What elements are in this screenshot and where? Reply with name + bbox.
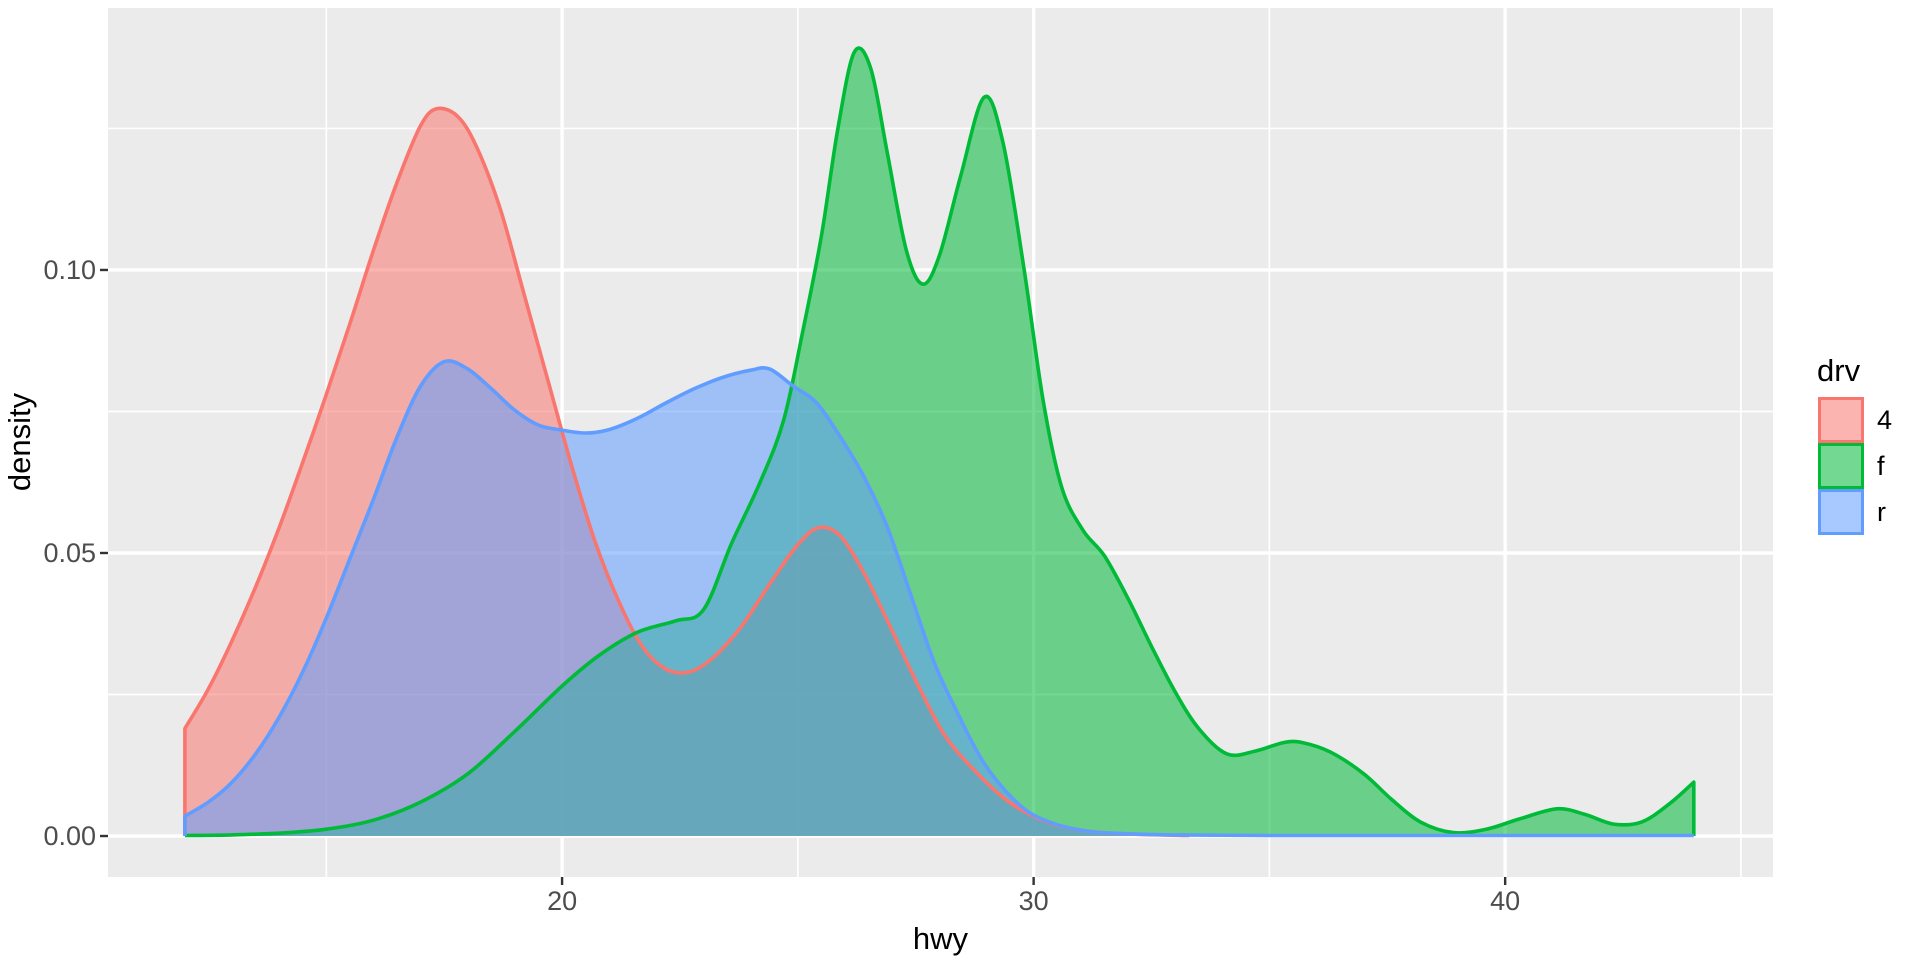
- legend-label-f: f: [1877, 451, 1885, 481]
- density-outline-r: [183, 359, 1694, 838]
- y-tick-label-0.05: 0.05: [43, 538, 96, 568]
- legend-swatch-4: [1818, 397, 1864, 443]
- x-tick-label-30: 30: [1019, 886, 1049, 916]
- legend-swatch-r: [1818, 489, 1864, 535]
- density-outline-f: [184, 46, 1696, 838]
- x-tick-label-40: 40: [1490, 886, 1520, 916]
- y-tick-label-0.10: 0.10: [43, 255, 96, 285]
- legend-keys: 4 fr: [1818, 397, 1892, 535]
- density-fill-f: [184, 48, 1694, 836]
- x-axis-title: hwy: [913, 921, 969, 956]
- legend: drv 4 fr: [1817, 353, 1892, 535]
- density-fill-r: [184, 360, 1694, 836]
- y-axis-title: density: [2, 392, 37, 491]
- legend-label-r: r: [1877, 497, 1886, 527]
- density-outline-4: [183, 106, 1190, 838]
- axis-tick-marks: [100, 268, 1507, 885]
- legend-title: drv: [1817, 353, 1861, 388]
- legend-swatch-f: [1818, 443, 1864, 489]
- axis-tick-labels: 20 30 40 0.00 0.05 0.10: [43, 255, 1520, 916]
- density-curves: [183, 46, 1696, 838]
- x-tick-label-20: 20: [547, 886, 577, 916]
- y-tick-label-0.00: 0.00: [43, 821, 96, 851]
- legend-label-4: 4: [1877, 405, 1892, 435]
